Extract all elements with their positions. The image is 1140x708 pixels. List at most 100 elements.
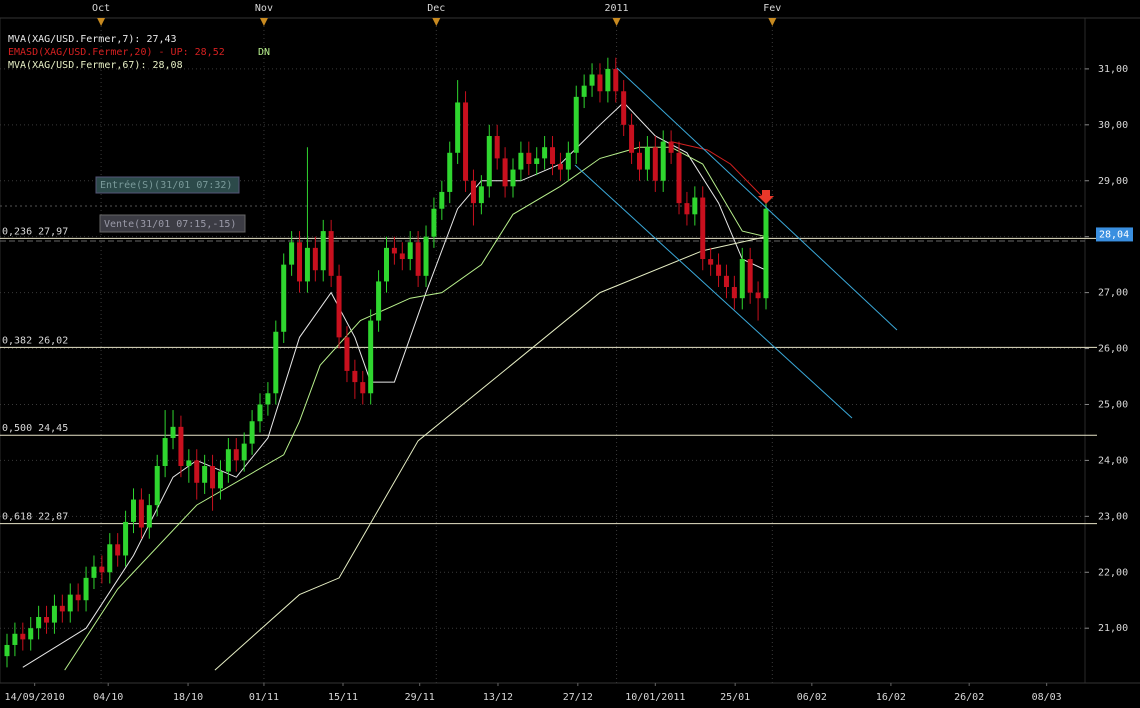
- candle-body: [123, 521, 129, 556]
- order-box: [99, 214, 246, 233]
- x2-tick-marker: [97, 18, 106, 26]
- candle-body: [573, 96, 579, 153]
- candle-body: [636, 152, 642, 170]
- candle-body: [4, 644, 10, 657]
- x-tick-label: 15/11: [328, 692, 358, 703]
- candle-body: [542, 147, 548, 159]
- candle-body: [589, 74, 595, 86]
- x2-tick-label: Oct: [92, 3, 110, 14]
- indicator-line: [64, 146, 767, 671]
- candle-body: [44, 617, 50, 623]
- y-tick-label: 25,00: [1098, 399, 1128, 410]
- candle-body: [257, 404, 263, 422]
- candle-body: [289, 242, 295, 265]
- x2-tick-label: 2011: [605, 3, 629, 14]
- candle-body: [99, 566, 105, 573]
- candle-body: [320, 231, 326, 271]
- last-price-label: 28,04: [1099, 229, 1129, 240]
- candle-body: [304, 247, 310, 282]
- candle-body: [352, 370, 358, 383]
- candle-body: [510, 169, 516, 187]
- candles: [4, 57, 769, 668]
- y-tick-label: 22,00: [1098, 567, 1128, 578]
- candle-body: [344, 337, 350, 371]
- candle-body: [83, 577, 89, 601]
- candle-body: [747, 259, 753, 293]
- candle-body: [708, 259, 714, 265]
- x-tick-label: 14/09/2010: [5, 692, 65, 703]
- candle-body: [502, 158, 508, 187]
- legend-entry: DN: [258, 47, 270, 58]
- legend-entry: MVA(XAG/USD.Fermer,7): 27,43: [8, 34, 177, 45]
- y-tick-label: 24,00: [1098, 455, 1128, 466]
- candle-body: [518, 152, 524, 170]
- sell-arrow: [758, 190, 774, 204]
- candle-body: [170, 426, 176, 439]
- x2-tick-label: Nov: [255, 3, 273, 14]
- candle-body: [494, 136, 500, 159]
- y-tick-label: 21,00: [1098, 623, 1128, 634]
- candle-body: [312, 247, 318, 271]
- candle-body: [597, 74, 603, 92]
- candle-body: [20, 633, 26, 640]
- candle-body: [138, 499, 144, 528]
- x-tick-label: 18/10: [173, 692, 203, 703]
- candle-body: [249, 421, 255, 444]
- candle-body: [526, 152, 532, 164]
- x2-tick-marker: [612, 18, 621, 26]
- candle-body: [423, 236, 429, 276]
- candle-body: [360, 382, 366, 394]
- fib-label: 0,500 24,45: [2, 423, 68, 434]
- candle-body: [439, 191, 445, 209]
- plot-area: [0, 17, 1086, 684]
- x-tick-label: 01/11: [249, 692, 279, 703]
- candle-body: [668, 141, 674, 153]
- candle-body: [383, 247, 389, 282]
- x-tick-label: 29/11: [405, 692, 435, 703]
- indicator-lines: [22, 101, 767, 671]
- candle-body: [478, 186, 484, 204]
- candle-body: [146, 505, 152, 528]
- last-price-box: [1096, 227, 1133, 242]
- x-tick-label: 16/02: [876, 692, 906, 703]
- candle-body: [621, 91, 627, 125]
- candle-body: [75, 594, 81, 601]
- candle-body: [731, 287, 737, 299]
- candle-body: [217, 471, 223, 489]
- candle-body: [36, 617, 42, 629]
- candle-body: [723, 275, 729, 288]
- candle-body: [194, 460, 200, 483]
- x-tick-label: 04/10: [93, 692, 123, 703]
- candle-body: [328, 231, 334, 276]
- candle-body: [739, 259, 745, 299]
- candle-body: [581, 85, 587, 97]
- candle-body: [12, 633, 18, 645]
- x2-tick-label: Dec: [427, 3, 445, 14]
- candle-body: [336, 275, 342, 338]
- candle-body: [534, 158, 540, 164]
- candle-body: [233, 449, 239, 461]
- candle-body: [407, 242, 413, 260]
- candle-body: [455, 102, 461, 153]
- candle-body: [763, 208, 769, 299]
- candle-body: [486, 136, 492, 187]
- x2-tick-marker: [259, 18, 268, 26]
- candle-body: [91, 566, 97, 578]
- candle-body: [676, 152, 682, 204]
- indicator-line: [670, 141, 767, 201]
- candle-body: [644, 147, 650, 170]
- candle-body: [684, 203, 690, 215]
- candle-body: [154, 465, 160, 506]
- candle-body: [178, 426, 184, 466]
- candle-body: [550, 147, 556, 164]
- x2-tick-label: Fev: [763, 3, 781, 14]
- grid: [0, 18, 1085, 683]
- candle-body: [115, 544, 121, 556]
- candle-body: [202, 465, 208, 483]
- x-tick-label: 10/01/2011: [625, 692, 685, 703]
- x-tick-label: 06/02: [797, 692, 827, 703]
- candle-body: [241, 443, 247, 461]
- y-tick-label: 27,00: [1098, 288, 1128, 299]
- candle-body: [660, 141, 666, 181]
- candle-body: [613, 68, 619, 92]
